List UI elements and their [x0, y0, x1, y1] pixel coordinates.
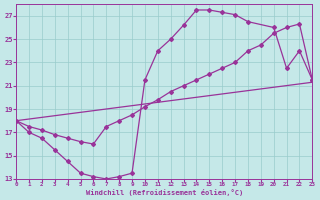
- X-axis label: Windchill (Refroidissement éolien,°C): Windchill (Refroidissement éolien,°C): [86, 189, 243, 196]
